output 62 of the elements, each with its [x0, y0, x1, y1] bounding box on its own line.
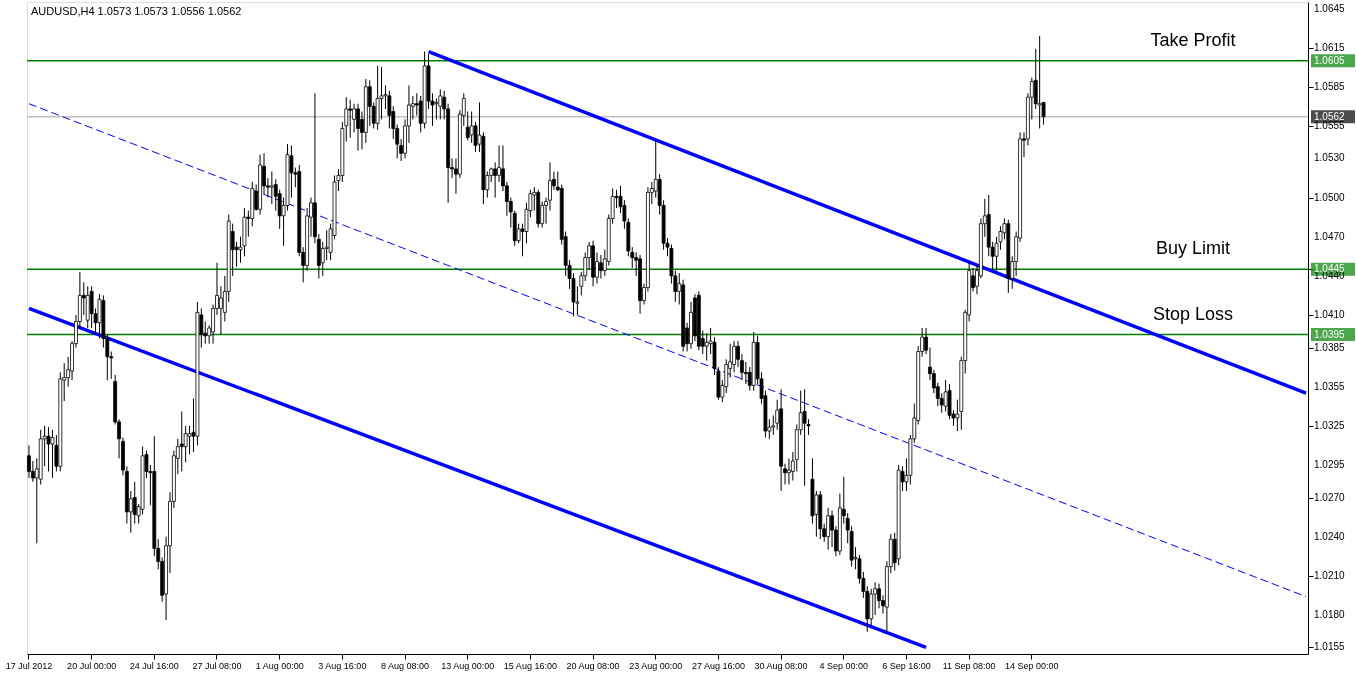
y-tick-label: 1.0470	[1314, 230, 1346, 242]
x-tick-label: 15 Aug 16:00	[503, 660, 557, 671]
x-tick-label: 20 Aug 08:00	[566, 660, 620, 671]
candlestick	[434, 98, 439, 120]
candlestick	[187, 425, 192, 455]
y-tick-label: 1.0562	[1314, 110, 1346, 122]
x-tick-label: 23 Aug 00:00	[629, 660, 683, 671]
ref-line-label: Stop Loss	[1152, 303, 1234, 324]
y-tick-label: 1.0355	[1314, 380, 1346, 392]
candlestick	[132, 481, 137, 525]
candlestick	[599, 254, 603, 279]
x-tick-label: 13 Aug 00:00	[441, 660, 495, 671]
y-tick-label: 1.0615	[1314, 41, 1346, 53]
y-tick-label: 1.0530	[1314, 152, 1346, 164]
candlestick	[826, 507, 831, 551]
candlestick	[50, 429, 55, 479]
x-tick-label: 1 Aug 00:00	[255, 660, 304, 671]
candlestick	[704, 332, 709, 362]
x-tick-label: 6 Sep 16:00	[882, 660, 931, 671]
x-tick-label: 30 Aug 08:00	[754, 660, 808, 671]
x-tick-label: 14 Sep 00:00	[1005, 660, 1059, 671]
x-tick-label: 27 Aug 16:00	[691, 660, 745, 671]
y-tick-label: 1.0270	[1314, 491, 1346, 503]
candlestick	[183, 425, 188, 463]
candlestick	[219, 285, 223, 336]
candlestick	[771, 414, 776, 436]
y-tick-label: 1.0210	[1314, 569, 1346, 581]
ref-line-label: Buy Limit	[1155, 238, 1231, 259]
y-tick-label: 1.0555	[1314, 119, 1346, 131]
y-tick-label: 1.0155	[1314, 641, 1346, 653]
y-tick-label: 1.0240	[1314, 530, 1346, 542]
y-tick-label: 1.0605	[1314, 54, 1346, 66]
x-tick-label: 3 Aug 16:00	[318, 660, 367, 671]
candlestick	[802, 388, 807, 487]
y-tick-label: 1.0325	[1314, 419, 1346, 431]
y-tick-label: 1.0395	[1314, 328, 1346, 340]
candlestick	[943, 379, 948, 412]
x-tick-label: 27 Jul 08:00	[192, 660, 242, 671]
x-tick-label: 20 Jul 00:00	[67, 660, 117, 671]
candlestick	[179, 410, 184, 472]
candlestick	[356, 103, 360, 152]
x-tick-label: 24 Jul 16:00	[129, 660, 179, 671]
y-tick-label: 1.0295	[1314, 458, 1346, 470]
x-tick-label: 8 Aug 08:00	[381, 660, 430, 671]
candlestick	[27, 444, 31, 479]
y-tick-label: 1.0585	[1314, 80, 1346, 92]
candlestick	[438, 88, 443, 120]
candlestick	[269, 171, 274, 205]
candlestick	[493, 161, 498, 199]
x-tick-label: 17 Jul 2012	[5, 660, 53, 671]
ref-line-label: Take Profit	[1150, 29, 1236, 50]
x-tick-label: 4 Sep 00:00	[819, 660, 869, 671]
candlestick	[1037, 35, 1042, 129]
x-tick-label: 11 Sep 08:00	[942, 660, 996, 671]
chart-title: AUDUSD,H4 1.0573 1.0573 1.0556 1.0562	[31, 5, 242, 17]
candlestick	[469, 111, 474, 144]
y-tick-label: 1.0385	[1314, 341, 1346, 353]
y-tick-label: 1.0645	[1314, 2, 1346, 14]
y-tick-label: 1.0500	[1314, 191, 1346, 203]
y-tick-label: 1.0180	[1314, 608, 1346, 620]
y-tick-label: 1.0410	[1314, 308, 1346, 320]
candlestick	[348, 99, 353, 139]
